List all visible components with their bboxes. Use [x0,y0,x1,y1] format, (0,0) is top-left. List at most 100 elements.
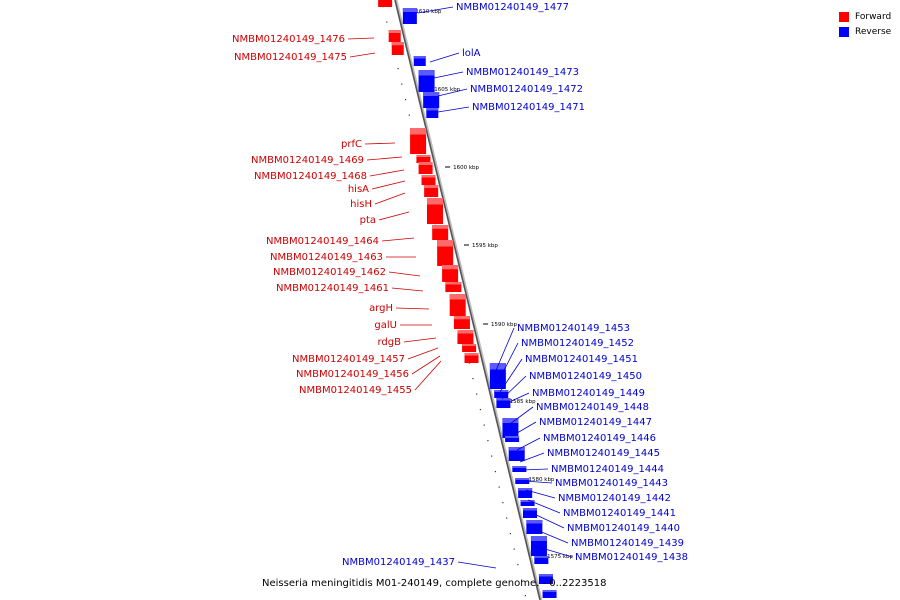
forward-gene-block [437,240,454,266]
forward-gene-label: galU [374,320,397,331]
legend-reverse: Reverse [839,24,891,39]
minor-tick [506,517,508,519]
forward-gene-block-shade [432,225,449,229]
forward-gene-block [442,265,459,282]
reverse-gene-block-shade [505,436,520,438]
reverse-gene-block [542,590,557,598]
minor-tick [487,440,489,442]
forward-gene-block-body [421,175,436,185]
forward-gene-block-body [378,0,393,7]
forward-gene-label-leader [374,192,406,205]
forward-swatch [839,11,849,22]
reverse-gene-block [530,536,547,556]
reverse-gene-block [505,436,520,442]
minor-tick [386,21,388,23]
forward-gene-block-shade [388,30,401,33]
reverse-gene-block-body [413,56,426,66]
reverse-gene-block-shade [526,520,543,524]
reverse-gene-label: NMBM01240149_1449 [532,388,645,399]
reverse-gene-label: NMBM01240149_1445 [547,448,660,459]
forward-gene-block [449,294,466,316]
forward-gene-label: NMBM01240149_1475 [234,52,347,63]
forward-gene-block-shade [464,353,479,356]
reverse-gene-block-shade [413,56,426,59]
reverse-gene-block-body [494,390,509,398]
reverse-gene-block-shade [494,390,509,392]
reverse-gene-block-shade [522,508,537,511]
reverse-gene-block-shade [512,466,527,468]
reverse-gene-block-shade [426,108,439,111]
forward-gene-block-shade [418,162,433,165]
reverse-gene-label: NMBM01240149_1452 [521,338,634,349]
reverse-gene-label: NMBM01240149_1446 [543,433,656,444]
reverse-gene-label-leader [437,106,470,113]
forward-gene-label: rdgB [378,337,402,348]
forward-gene-block [462,344,477,352]
reverse-gene-label: NMBM01240149_1473 [466,67,579,78]
forward-gene-label-leader [395,307,430,310]
forward-gene-block [457,330,474,344]
forward-gene-block [391,42,404,55]
kbp-tick-label: 1585 kbp [510,399,536,405]
legend: Forward Reverse [839,9,891,39]
reverse-gene-label: NMBM01240149_1439 [571,538,684,549]
reverse-gene-block [494,390,509,398]
reverse-gene-block-shade [538,574,553,577]
reverse-gene-block-shade [520,500,535,502]
forward-gene-label-leader [371,180,406,190]
reverse-gene-block [496,398,511,408]
forward-gene-block-shade [442,265,459,270]
reverse-gene-label: NMBM01240149_1448 [536,402,649,413]
reverse-gene-label-leader [519,452,545,463]
reverse-gene-label-leader [523,480,553,484]
forward-gene-label-leader [403,337,437,343]
reverse-gene-label-leader [496,342,519,385]
forward-gene-label: NMBM01240149_1464 [266,236,379,247]
reverse-gene-block-shade [496,398,511,401]
minor-tick [509,533,512,535]
reverse-gene-label: NMBM01240149_1443 [555,478,668,489]
reverse-gene-label-leader [511,421,537,437]
forward-gene-block-shade [426,198,443,205]
reverse-gene-block-body [542,590,557,598]
reverse-gene-block [522,508,537,518]
reverse-gene-label: NMBM01240149_1444 [551,464,664,475]
forward-gene-block-shade [391,42,404,46]
reverse-gene-block [515,478,530,484]
minor-tick [494,471,497,473]
forward-gene-label: hisA [348,184,369,195]
forward-gene-label: prfC [341,139,362,150]
minor-tick [397,68,399,70]
reverse-gene-label-leader [493,327,515,376]
reverse-gene-label: lolA [462,48,481,59]
reverse-gene-block-shade [542,590,557,592]
reverse-gene-label: NMBM01240149_1450 [529,371,642,382]
reverse-gene-block-shade [518,488,533,491]
reverse-gene-label: NMBM01240149_1477 [456,2,569,13]
reverse-gene-block-body [515,478,530,484]
minor-tick [517,564,519,566]
minor-tick [491,455,493,457]
forward-gene-block-shade [437,240,454,247]
reverse-gene-block-body [505,436,520,442]
kbp-tick-label: 1595 kbp [472,243,498,249]
reverse-gene-block-body [538,574,553,584]
minor-tick [472,378,474,380]
reverse-gene-label-leader [457,561,497,569]
reverse-gene-block-shade [402,8,417,12]
reverse-gene-label: NMBM01240149_1472 [470,84,583,95]
reverse-gene-label-leader [531,527,569,544]
reverse-gene-label: NMBM01240149_1440 [567,523,680,534]
forward-gene-block-shade [457,330,474,334]
reverse-gene-block [512,466,527,472]
forward-gene-label: hisH [350,199,372,210]
forward-gene-block-shade [410,128,427,135]
reverse-gene-block-shade [418,70,435,76]
forward-gene-label-leader [349,52,376,58]
reverse-gene-block-body [518,488,533,498]
reverse-gene-block [418,70,435,92]
reverse-gene-label-leader [429,52,460,63]
kbp-tick-label: 1590 kbp [491,322,517,328]
